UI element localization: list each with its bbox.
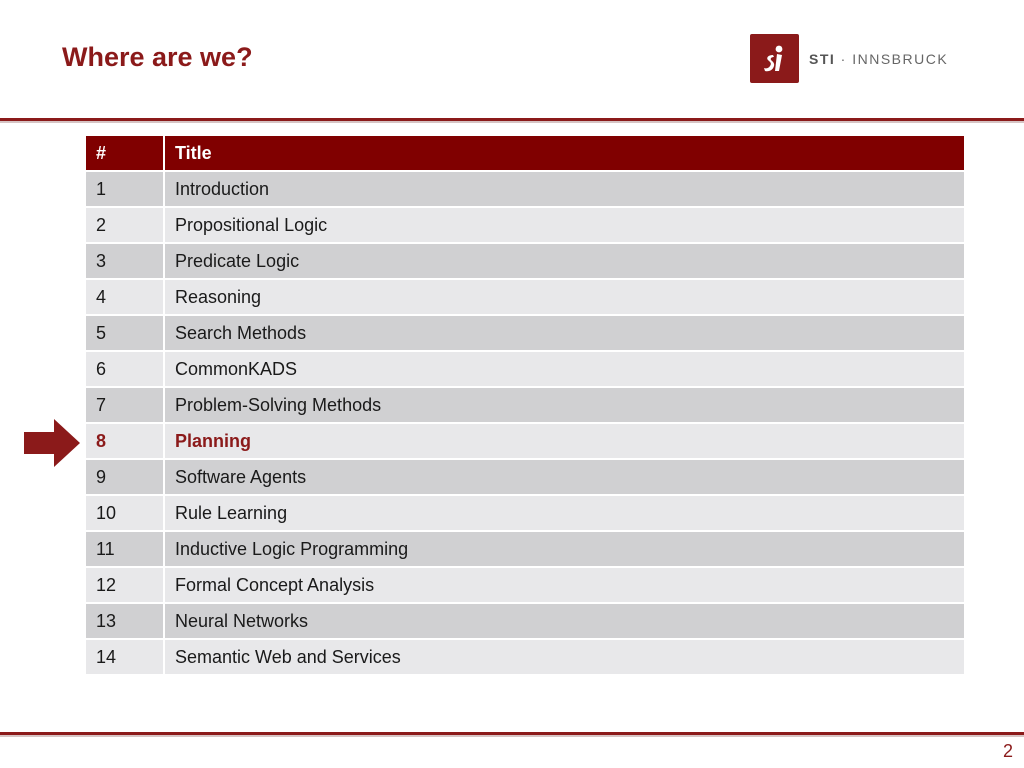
table-row: 12 Formal Concept Analysis (86, 568, 964, 604)
logo-location: INNSBRUCK (852, 50, 949, 67)
row-num: 2 (86, 208, 165, 244)
row-title: Semantic Web and Services (165, 640, 964, 676)
footer-rule (0, 732, 1024, 735)
page-number: 2 (1002, 741, 1013, 761)
table-row: 11 Inductive Logic Programming (86, 532, 964, 568)
row-num: 11 (86, 532, 165, 568)
row-num: 3 (86, 244, 165, 280)
row-num: 6 (86, 352, 165, 388)
table-row: 9 Software Agents (86, 460, 964, 496)
table-row: 10 Rule Learning (86, 496, 964, 532)
sti-innsbruck-logo: STI · INNSBRUCK (750, 34, 948, 83)
row-title: Introduction (165, 172, 964, 208)
slide-title: Where are we? (62, 42, 253, 72)
row-title: Search Methods (165, 316, 964, 352)
row-num: 1 (86, 172, 165, 208)
table-row: 5 Search Methods (86, 316, 964, 352)
table-row: 13 Neural Networks (86, 604, 964, 640)
table-row: 14 Semantic Web and Services (86, 640, 964, 676)
table-row-current: 8 Planning (86, 424, 964, 460)
right-arrow-icon (24, 419, 80, 472)
table-body: 1 Introduction 2 Propositional Logic 3 P… (86, 172, 964, 676)
row-num: 4 (86, 280, 165, 316)
row-title: Problem-Solving Methods (165, 388, 964, 424)
table-row: 2 Propositional Logic (86, 208, 964, 244)
logo-wordmark: STI · INNSBRUCK (809, 51, 948, 67)
row-title: Planning (165, 424, 964, 460)
table-row: 3 Predicate Logic (86, 244, 964, 280)
row-num: 14 (86, 640, 165, 676)
row-title: Propositional Logic (165, 208, 964, 244)
row-title: Reasoning (165, 280, 964, 316)
row-title: Formal Concept Analysis (165, 568, 964, 604)
table-row: 1 Introduction (86, 172, 964, 208)
row-num: 13 (86, 604, 165, 640)
header-rule-shadow (0, 121, 1024, 123)
row-title: Predicate Logic (165, 244, 964, 280)
table-row: 7 Problem-Solving Methods (86, 388, 964, 424)
row-num: 5 (86, 316, 165, 352)
row-title: CommonKADS (165, 352, 964, 388)
sti-figure-icon (750, 34, 799, 83)
logo-separator: · (840, 50, 847, 67)
row-title: Software Agents (165, 460, 964, 496)
row-title: Rule Learning (165, 496, 964, 532)
header-rule (0, 118, 1024, 121)
header-num: # (86, 136, 165, 172)
row-num: 9 (86, 460, 165, 496)
row-title: Neural Networks (165, 604, 964, 640)
lecture-table: # Title 1 Introduction 2 Propositional L… (86, 136, 964, 676)
table-row: 6 CommonKADS (86, 352, 964, 388)
logo-brand: STI (809, 50, 836, 67)
row-num: 8 (86, 424, 165, 460)
footer-rule-shadow (0, 735, 1024, 737)
row-num: 7 (86, 388, 165, 424)
table-header-row: # Title (86, 136, 964, 172)
row-num: 12 (86, 568, 165, 604)
row-num: 10 (86, 496, 165, 532)
header-title: Title (165, 136, 964, 172)
table-row: 4 Reasoning (86, 280, 964, 316)
row-title: Inductive Logic Programming (165, 532, 964, 568)
